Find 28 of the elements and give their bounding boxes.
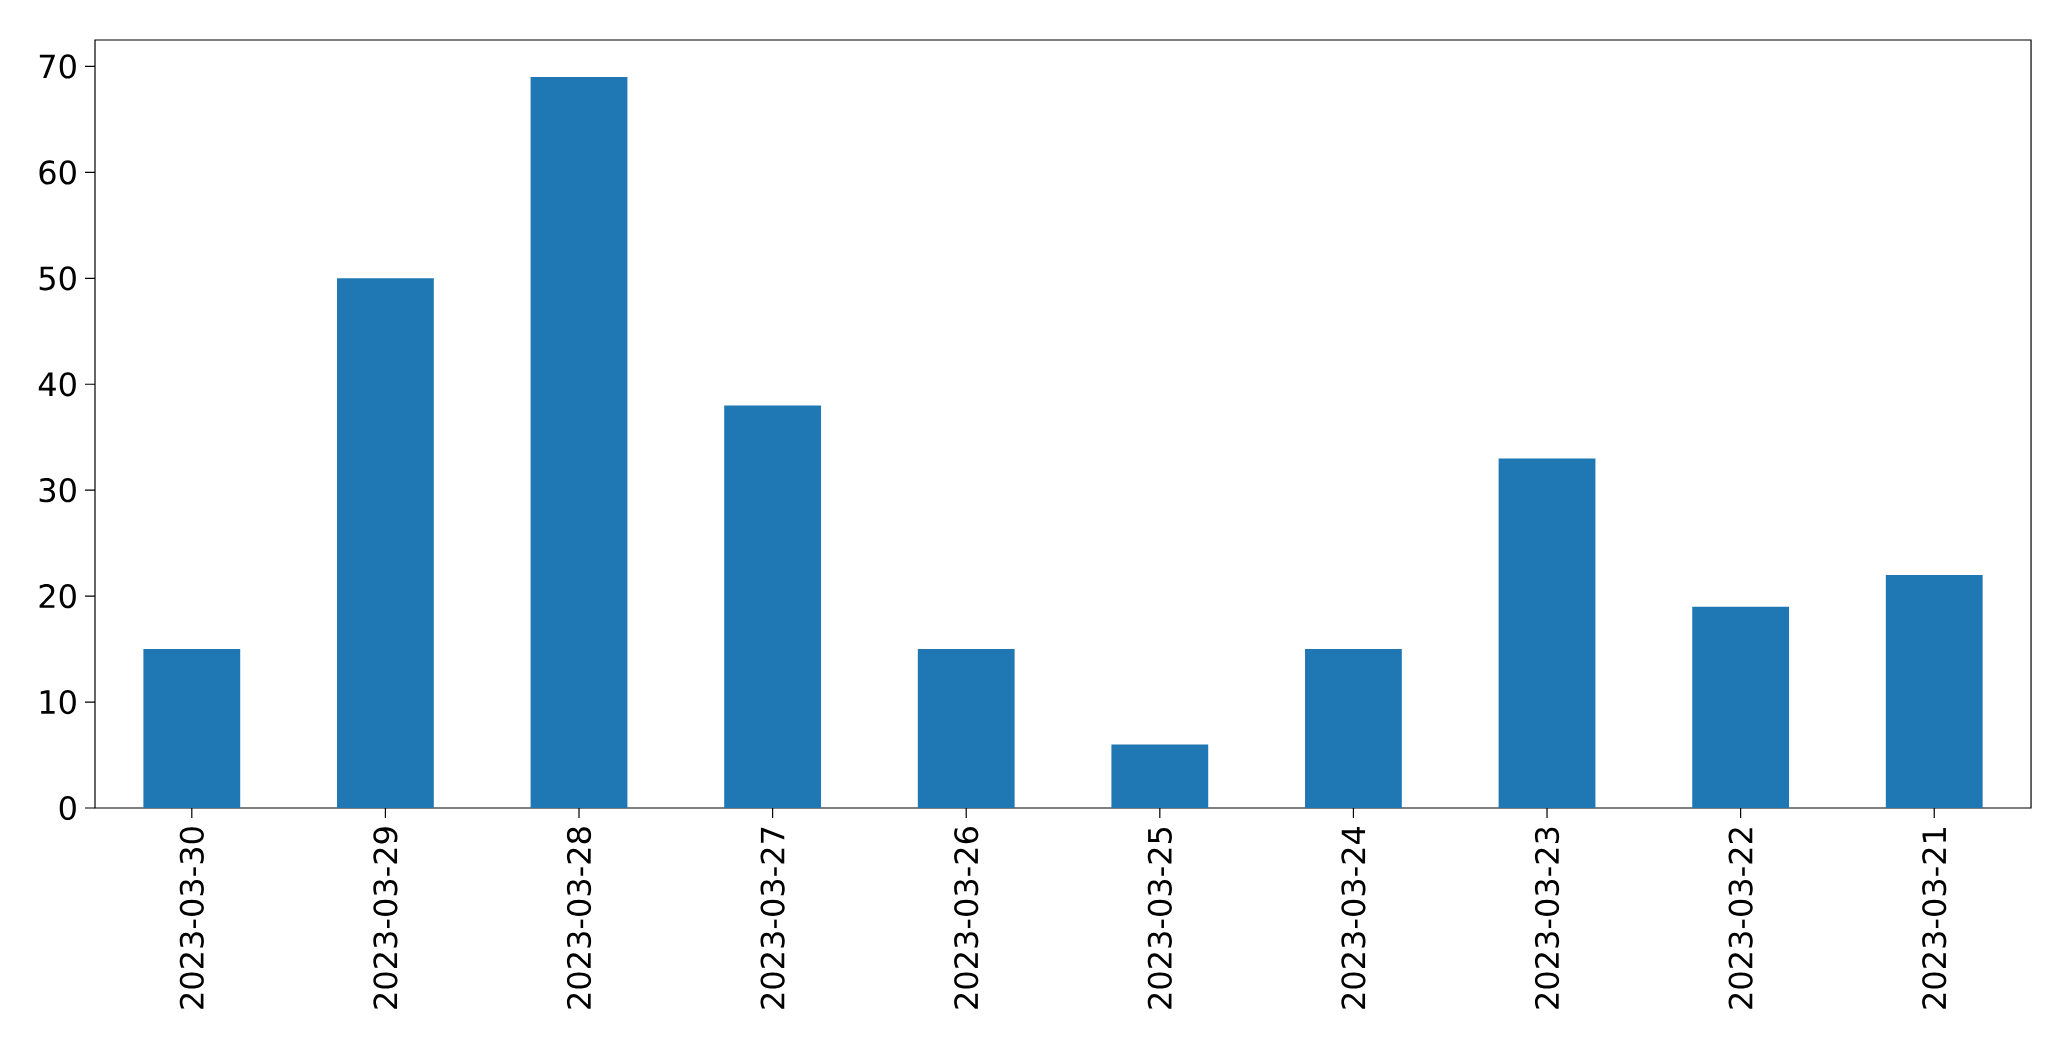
bar bbox=[143, 649, 241, 808]
bar bbox=[337, 278, 434, 808]
y-tick-label: 50 bbox=[39, 266, 76, 291]
x-tick-label: 2023-03-28 bbox=[566, 827, 592, 1009]
bar bbox=[724, 405, 822, 808]
bar bbox=[1692, 606, 1790, 808]
x-tick-label: 2023-03-30 bbox=[179, 827, 204, 1009]
bar bbox=[917, 649, 1015, 808]
x-tick-label: 2023-03-23 bbox=[1534, 827, 1560, 1009]
x-tick-label: 2023-03-21 bbox=[1922, 828, 1947, 1009]
x-tick-label: 2023-03-25 bbox=[1147, 827, 1172, 1009]
y-tick-label: 60 bbox=[39, 160, 76, 185]
bar bbox=[1498, 458, 1596, 808]
bar bbox=[1885, 574, 1983, 808]
x-tick-label: 2023-03-29 bbox=[373, 827, 398, 1009]
y-tick-label: 70 bbox=[39, 54, 76, 79]
y-tick-label: 10 bbox=[40, 689, 76, 715]
x-tick-label: 2023-03-27 bbox=[760, 827, 785, 1009]
y-tick-label: 40 bbox=[38, 372, 76, 397]
bar bbox=[1111, 744, 1209, 808]
y-tick-label: 0 bbox=[59, 795, 76, 821]
x-tick-label: 2023-03-26 bbox=[954, 827, 979, 1009]
bar bbox=[1305, 649, 1402, 808]
x-tick-label: 2023-03-22 bbox=[1728, 828, 1753, 1009]
y-tick-label: 30 bbox=[39, 478, 76, 503]
x-tick-label: 2023-03-24 bbox=[1341, 826, 1366, 1009]
bar bbox=[530, 77, 628, 808]
y-tick-label: 20 bbox=[39, 584, 76, 609]
